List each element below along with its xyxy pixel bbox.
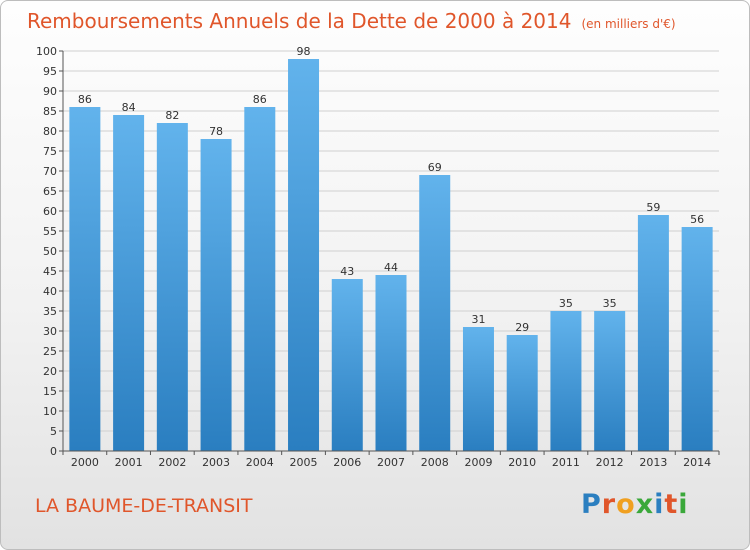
logo-letter: P (581, 489, 602, 520)
chart-title-text: Remboursements Annuels de la Dette de 20… (27, 9, 572, 33)
value-label-2013: 59 (646, 201, 660, 214)
y-tick-label: 5 (50, 425, 57, 438)
bar-2005 (288, 59, 320, 451)
bar-2004 (244, 107, 276, 451)
logo-letter: i (678, 489, 689, 520)
value-label-2002: 82 (165, 109, 179, 122)
y-tick-label: 45 (43, 265, 57, 278)
value-label-2000: 86 (78, 93, 92, 106)
logo-letter: t (664, 489, 679, 520)
x-tick-label-2007: 2007 (377, 456, 405, 469)
value-label-2012: 35 (603, 297, 617, 310)
logo-letter: x (635, 489, 655, 520)
bar-2012 (594, 311, 626, 451)
y-axis-ticks: 0 5 10 15 20 25 30 35 40 45 50 55 60 65 70 75 80 85 90 95 10… (36, 45, 63, 458)
y-tick-label: 75 (43, 145, 57, 158)
bar-2000 (69, 107, 101, 451)
y-tick-label: 55 (43, 225, 57, 238)
value-label-2007: 44 (384, 261, 398, 274)
chart-subtitle: (en milliers d'€) (581, 17, 676, 31)
value-label-2011: 35 (559, 297, 573, 310)
y-tick-label: 70 (43, 165, 57, 178)
city-name: LA BAUME-DE-TRANSIT (35, 495, 253, 517)
y-tick-label: 100 (36, 45, 57, 58)
logo-letter: i (654, 489, 665, 520)
value-labels: 86 84 82 78 86 98 43 44 69 31 29 35 35 59 56 (78, 45, 704, 334)
y-tick-label: 40 (43, 285, 57, 298)
y-tick-label: 10 (43, 405, 57, 418)
y-tick-label: 80 (43, 125, 57, 138)
y-tick-label: 30 (43, 325, 57, 338)
x-tick-label-2008: 2008 (421, 456, 449, 469)
value-label-2014: 56 (690, 213, 704, 226)
proxiti-logo: Proxiti (581, 489, 689, 520)
x-tick-label-2011: 2011 (552, 456, 580, 469)
bar-2013 (637, 215, 669, 451)
x-tick-label-2003: 2003 (202, 456, 230, 469)
bar-2002 (156, 123, 188, 451)
x-tick-label-2014: 2014 (683, 456, 711, 469)
x-tick-label-2006: 2006 (333, 456, 361, 469)
logo-letter: o (616, 489, 636, 520)
y-tick-label: 60 (43, 205, 57, 218)
value-label-2001: 84 (122, 101, 136, 114)
value-label-2008: 69 (428, 161, 442, 174)
bar-2007 (375, 275, 407, 451)
y-tick-label: 15 (43, 385, 57, 398)
value-label-2006: 43 (340, 265, 354, 278)
bar-2006 (331, 279, 363, 451)
bar-2008 (419, 175, 451, 451)
bar-2011 (550, 311, 582, 451)
y-tick-label: 25 (43, 345, 57, 358)
x-tick-label-2013: 2013 (639, 456, 667, 469)
bar-2001 (113, 115, 145, 451)
value-label-2004: 86 (253, 93, 267, 106)
y-tick-label: 95 (43, 65, 57, 78)
x-tick-label-2012: 2012 (596, 456, 624, 469)
y-tick-label: 20 (43, 365, 57, 378)
x-tick-label-2009: 2009 (464, 456, 492, 469)
x-tick-label-2000: 2000 (71, 456, 99, 469)
x-tick-label-2005: 2005 (290, 456, 318, 469)
chart-title: Remboursements Annuels de la Dette de 20… (27, 9, 676, 33)
bar-2003 (200, 139, 232, 451)
logo-letter: r (601, 489, 617, 520)
bar-2009 (462, 327, 494, 451)
y-tick-label: 85 (43, 105, 57, 118)
y-tick-label: 0 (50, 445, 57, 458)
x-tick-label-2001: 2001 (115, 456, 143, 469)
x-tick-label-2004: 2004 (246, 456, 274, 469)
value-label-2003: 78 (209, 125, 223, 138)
y-tick-label: 50 (43, 245, 57, 258)
x-tick-label-2002: 2002 (158, 456, 186, 469)
y-tick-label: 35 (43, 305, 57, 318)
x-tick-label-2010: 2010 (508, 456, 536, 469)
value-label-2005: 98 (297, 45, 311, 58)
axes (62, 51, 719, 452)
y-tick-label: 65 (43, 185, 57, 198)
value-label-2009: 31 (471, 313, 485, 326)
x-axis-ticks: 2000 2001 2002 2003 2004 2005 2006 2007 2008 2009… (62, 451, 720, 469)
bar-2010 (506, 335, 538, 451)
bars (69, 59, 713, 451)
y-tick-label: 90 (43, 85, 57, 98)
value-label-2010: 29 (515, 321, 529, 334)
bar-2014 (681, 227, 713, 451)
